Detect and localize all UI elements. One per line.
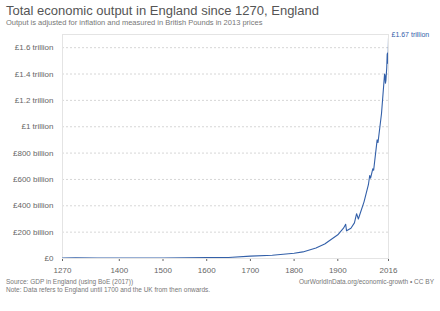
svg-text:£1.67 trillion: £1.67 trillion [392, 31, 430, 38]
svg-text:£1.4 trillion: £1.4 trillion [15, 70, 54, 79]
svg-text:£200 billion: £200 billion [13, 228, 53, 237]
svg-text:1800: 1800 [285, 266, 303, 275]
svg-text:1400: 1400 [110, 266, 128, 275]
svg-text:£1.2 trillion: £1.2 trillion [15, 96, 54, 105]
svg-text:2016: 2016 [380, 266, 398, 275]
svg-text:£400 billion: £400 billion [13, 201, 53, 210]
svg-text:1600: 1600 [198, 266, 216, 275]
html-text:Output is adjusted for inflati: Output is adjusted for inflation and mea… [6, 18, 263, 27]
html-text:Source: GDP in England (using: Source: GDP in England (using BoE (2017)… [6, 278, 134, 285]
svg-text:1500: 1500 [154, 266, 172, 275]
html-text:OurWorldInData.org/economic-gr: OurWorldInData.org/economic-growth • CC … [298, 278, 434, 285]
svg-text:1900: 1900 [329, 266, 347, 275]
svg-text:£1.6 trillion: £1.6 trillion [15, 43, 54, 52]
svg-text:£800 billion: £800 billion [13, 149, 53, 158]
svg-text:£600 billion: £600 billion [13, 175, 53, 184]
svg-text:£0: £0 [45, 254, 54, 263]
html-text:Note: Data refers to England u: Note: Data refers to England until 1700 … [6, 286, 211, 293]
svg-text:1270: 1270 [54, 266, 72, 275]
svg-text:1700: 1700 [242, 266, 260, 275]
html-text:Total economic output in Engla: Total economic output in England since 1… [6, 3, 319, 18]
svg-text:£1 trillion: £1 trillion [21, 122, 53, 131]
